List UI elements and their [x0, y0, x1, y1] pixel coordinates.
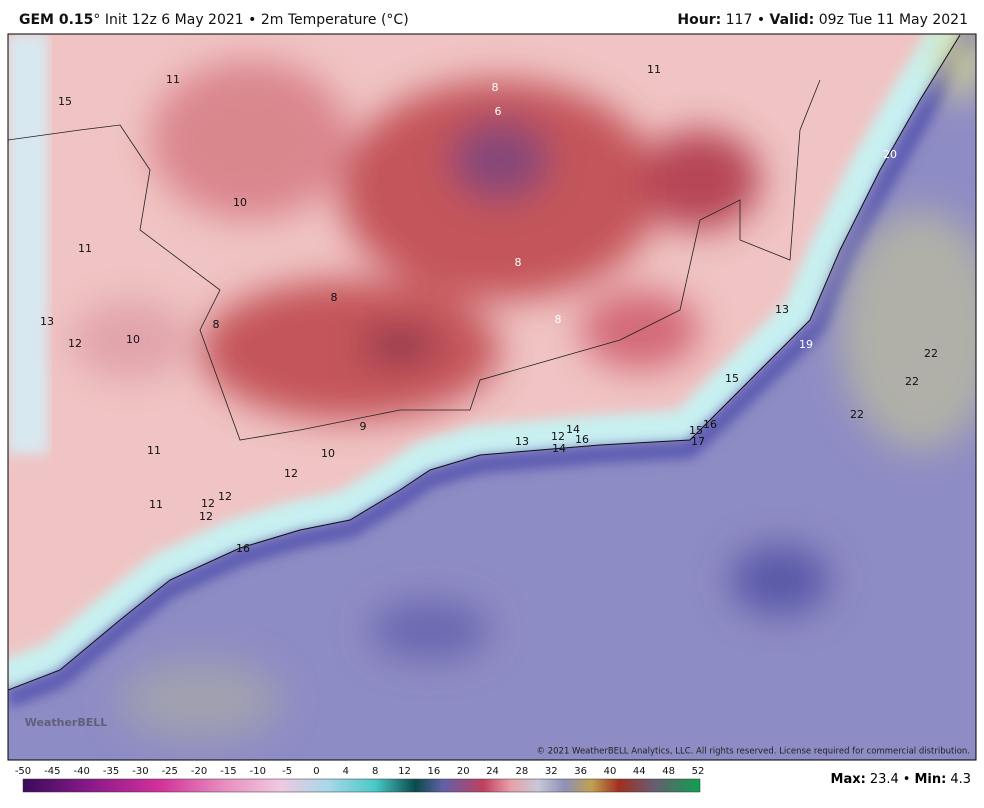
colorbar-tick-label: -25: [162, 766, 178, 777]
colorbar-tick-label: 28: [516, 766, 529, 777]
colorbar-tick-label: 44: [633, 766, 646, 777]
valid-label: Valid:: [769, 12, 815, 28]
point-label: 20: [883, 148, 897, 161]
point-label: 11: [647, 63, 661, 76]
max-label: Max:: [831, 772, 866, 787]
max-value: 23.4: [870, 772, 899, 787]
colorbar-tick-label: -30: [132, 766, 148, 777]
point-label: 8: [331, 291, 338, 304]
point-label: 16: [236, 542, 250, 555]
hour-value: 117 •: [721, 12, 770, 28]
colorbar-tick-label: -15: [220, 766, 236, 777]
point-label: 13: [515, 435, 529, 448]
colorbar-tick-label: 40: [604, 766, 617, 777]
colorbar-tick-label: -50: [15, 766, 31, 777]
point-label: 10: [126, 333, 140, 346]
point-label: 14: [566, 423, 580, 436]
point-label: 8: [515, 256, 522, 269]
colorbar-tick-label: -45: [44, 766, 60, 777]
min-value: 4.3: [950, 772, 971, 787]
point-label: 15: [689, 424, 703, 437]
point-label: 12: [284, 467, 298, 480]
point-label: 9: [360, 420, 367, 433]
point-label: 16: [575, 433, 589, 446]
colorbar-tick-label: 52: [692, 766, 705, 777]
point-label: 12: [218, 490, 232, 503]
point-label: 22: [850, 408, 864, 421]
model: GEM 0.15: [19, 12, 94, 28]
point-label: 11: [149, 498, 163, 511]
point-label: 6: [495, 105, 502, 118]
point-label: 13: [775, 303, 789, 316]
point-label: 11: [166, 73, 180, 86]
colorbar-tick-label: 16: [428, 766, 441, 777]
valid-value: 09z Tue 11 May 2021: [814, 12, 968, 28]
run: ° Init 12z 6 May 2021 • 2m Temperature (…: [93, 12, 409, 28]
point-label: 12: [68, 337, 82, 350]
colorbar-tick-label: -20: [191, 766, 207, 777]
point-label: 19: [799, 338, 813, 351]
colorbar-tick-label: 32: [545, 766, 558, 777]
colorbar-tick-label: -40: [74, 766, 90, 777]
colorbar-tick-label: 36: [574, 766, 587, 777]
point-label: 13: [40, 315, 54, 328]
point-label: 22: [924, 347, 938, 360]
point-label: 17: [691, 435, 705, 448]
point-label: 12: [199, 510, 213, 523]
header-left: GEM 0.15° Init 12z 6 May 2021 • 2m Tempe…: [19, 12, 409, 28]
colorbar: [22, 778, 701, 793]
hour-label: Hour:: [677, 12, 722, 28]
colorbar-tick-label: 0: [313, 766, 319, 777]
colorbar-tick-label: 8: [372, 766, 378, 777]
separator: •: [903, 772, 911, 787]
point-label: 11: [78, 242, 92, 255]
point-label: 8: [492, 81, 499, 94]
point-label: 22: [905, 375, 919, 388]
point-label: 15: [725, 372, 739, 385]
point-label: 12: [551, 430, 565, 443]
logo: WeatherBELL: [25, 716, 108, 729]
point-label: 10: [321, 447, 335, 460]
colorbar-tick-label: 12: [398, 766, 411, 777]
point-label: 12: [201, 497, 215, 510]
colorbar-tick-label: -5: [282, 766, 292, 777]
footer: Max: 23.4 • Min: 4.3: [831, 772, 971, 787]
point-label: 8: [555, 313, 562, 326]
point-label: 16: [703, 418, 717, 431]
colorbar-tick-label: -35: [103, 766, 119, 777]
colorbar-tick-label: -10: [250, 766, 266, 777]
point-label: 10: [233, 196, 247, 209]
colorbar-tick-label: 20: [457, 766, 470, 777]
point-label: 14: [552, 442, 566, 455]
colorbar-tick-label: 4: [343, 766, 349, 777]
colorbar-tick-label: 48: [662, 766, 675, 777]
min-label: Min:: [914, 772, 946, 787]
point-label: 15: [58, 95, 72, 108]
copyright: © 2021 WeatherBELL Analytics, LLC. All r…: [537, 747, 970, 757]
map-field: [8, 34, 976, 760]
point-label: 8: [213, 318, 220, 331]
header-right: Hour: 117 • Valid: 09z Tue 11 May 2021: [677, 12, 968, 28]
colorbar-tick-label: 24: [486, 766, 499, 777]
point-label: 11: [147, 444, 161, 457]
